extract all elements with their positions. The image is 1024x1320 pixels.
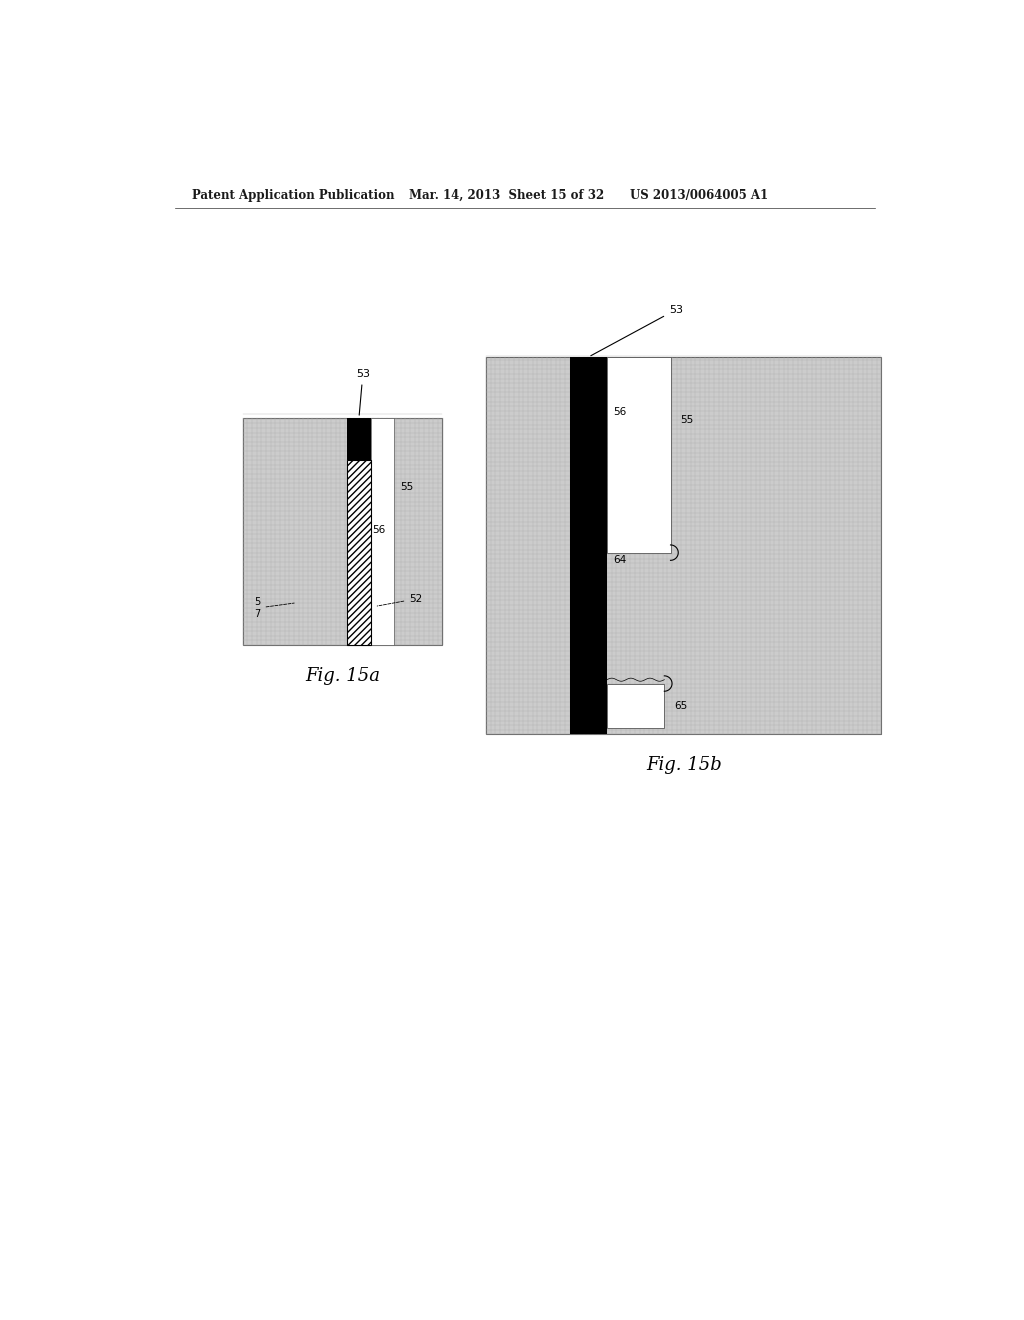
Bar — [607, 358, 671, 553]
Bar — [486, 358, 882, 734]
Text: 5
7: 5 7 — [254, 597, 294, 619]
Text: Fig. 15a: Fig. 15a — [305, 667, 380, 685]
Text: 52: 52 — [377, 594, 423, 606]
Text: Patent Application Publication: Patent Application Publication — [191, 189, 394, 202]
Text: 56: 56 — [613, 407, 627, 417]
Bar — [347, 418, 371, 461]
Text: 55: 55 — [680, 414, 693, 425]
Text: 55: 55 — [400, 482, 414, 492]
Bar — [569, 358, 607, 734]
Text: US 2013/0064005 A1: US 2013/0064005 A1 — [630, 189, 768, 202]
Bar — [371, 418, 394, 645]
Text: 53: 53 — [355, 370, 370, 414]
Text: 65: 65 — [675, 701, 688, 711]
Bar — [243, 418, 442, 645]
Text: 53: 53 — [591, 305, 683, 355]
Text: 56: 56 — [372, 524, 385, 535]
Text: Mar. 14, 2013  Sheet 15 of 32: Mar. 14, 2013 Sheet 15 of 32 — [409, 189, 604, 202]
Bar — [607, 684, 665, 729]
Text: 64: 64 — [613, 556, 627, 565]
Bar — [347, 461, 371, 645]
Text: Fig. 15b: Fig. 15b — [646, 756, 722, 774]
